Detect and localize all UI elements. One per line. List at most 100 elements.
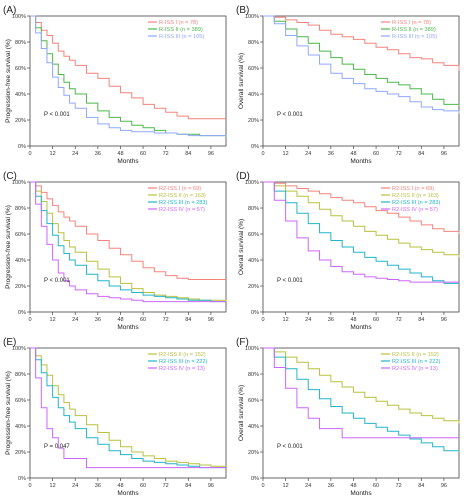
x-tick-label: 12 <box>50 317 56 323</box>
y-tick-label: 0% <box>251 310 259 316</box>
survival-curve <box>263 15 460 71</box>
y-axis-label: Overall survival (%) <box>238 53 245 109</box>
panel-label: (B) <box>236 5 249 16</box>
legend-entry: R2-ISS II (n = 163) <box>159 193 206 199</box>
survival-curve <box>263 181 460 258</box>
survival-curve <box>30 347 226 469</box>
x-axis-label: Months <box>117 158 139 165</box>
km-panel: (B) 0% 20% 40% 60% 80% 100% 0 12 24 36 48 60 72 84 96 Mo… <box>236 5 460 165</box>
p-value: P < 0.001 <box>277 112 303 118</box>
survival-curve <box>30 347 226 469</box>
x-tick-label: 0 <box>261 317 264 323</box>
legend-entry: R2-ISS II (n = 163) <box>392 193 439 199</box>
p-value: P < 0.001 <box>277 278 303 284</box>
x-tick-label: 96 <box>208 317 214 323</box>
legend-entry: R2-ISS III (n = 283) <box>159 200 207 206</box>
x-tick-label: 12 <box>50 151 56 157</box>
legend-entry: R-ISS I (n = 78) <box>159 20 198 26</box>
y-tick-label: 60% <box>248 66 259 72</box>
survival-curve <box>263 347 459 439</box>
x-tick-label: 24 <box>72 151 78 157</box>
x-tick-label: 60 <box>373 483 379 489</box>
x-tick-label: 96 <box>441 483 447 489</box>
x-tick-label: 48 <box>117 317 123 323</box>
y-tick-label: 80% <box>15 206 26 212</box>
x-tick-label: 36 <box>95 483 101 489</box>
y-tick-label: 80% <box>15 40 26 46</box>
survival-curve <box>30 15 226 137</box>
y-tick-label: 40% <box>248 92 259 98</box>
x-tick-label: 60 <box>373 317 379 323</box>
x-tick-label: 36 <box>328 483 334 489</box>
x-tick-label: 60 <box>373 151 379 157</box>
panel-label: (C) <box>3 171 17 182</box>
survival-curve <box>30 181 226 303</box>
y-tick-label: 40% <box>15 92 26 98</box>
x-tick-label: 48 <box>117 483 123 489</box>
y-axis-label: Progression-free survival (%) <box>5 39 12 123</box>
legend-entry: R2-ISS III (n = 222) <box>392 359 440 365</box>
y-tick-label: 0% <box>251 476 259 482</box>
x-tick-label: 84 <box>418 151 424 157</box>
p-value: P < 0.001 <box>44 278 70 284</box>
legend-entry: R-ISS I (n = 78) <box>392 20 431 26</box>
km-panel: (E) 0% 20% 40% 60% 80% 100% 0 12 24 36 48 60 72 84 96 Mo… <box>3 337 227 497</box>
x-axis-label: Months <box>350 490 372 497</box>
legend-entry: R2-ISS IV (n = 57) <box>159 207 205 213</box>
x-tick-label: 60 <box>140 151 146 157</box>
x-tick-label: 36 <box>95 317 101 323</box>
x-tick-label: 96 <box>208 151 214 157</box>
y-tick-label: 80% <box>248 372 259 378</box>
survival-curve <box>263 181 459 284</box>
plot-frame <box>262 15 460 147</box>
x-tick-label: 12 <box>283 151 289 157</box>
x-tick-label: 12 <box>50 483 56 489</box>
panel-label: (F) <box>236 337 249 348</box>
x-tick-label: 36 <box>95 151 101 157</box>
legend-entry: R2-ISS I (n = 69) <box>159 186 201 192</box>
x-tick-label: 36 <box>328 151 334 157</box>
y-tick-label: 0% <box>251 144 259 150</box>
y-tick-label: 100% <box>245 14 259 20</box>
y-tick-label: 0% <box>18 144 26 150</box>
x-tick-label: 0 <box>261 483 264 489</box>
y-tick-label: 40% <box>248 424 259 430</box>
legend-entry: R2-ISS IV (n = 13) <box>392 366 438 372</box>
y-tick-label: 80% <box>248 40 259 46</box>
x-tick-label: 48 <box>350 151 356 157</box>
panel-label: (E) <box>3 337 16 348</box>
x-tick-label: 24 <box>305 151 311 157</box>
legend-entry: R-ISS II (n = 389) <box>392 27 436 33</box>
x-axis-label: Months <box>350 324 372 331</box>
plot-frame <box>29 181 227 313</box>
panel-label: (D) <box>236 171 250 182</box>
y-tick-label: 60% <box>15 398 26 404</box>
x-axis-label: Months <box>117 490 139 497</box>
x-tick-label: 72 <box>163 483 169 489</box>
survival-curve <box>30 15 226 120</box>
legend-entry: R-ISS III (n = 105) <box>392 34 437 40</box>
survival-curve <box>30 181 226 280</box>
y-axis-label: Overall survival (%) <box>238 219 245 275</box>
p-value: P < 0.001 <box>277 444 303 450</box>
y-tick-label: 40% <box>15 424 26 430</box>
p-value: P < 0.001 <box>44 112 70 118</box>
y-tick-label: 100% <box>245 180 259 186</box>
x-tick-label: 36 <box>328 317 334 323</box>
legend-entry: R2-ISS I (n = 69) <box>392 186 434 192</box>
y-tick-label: 100% <box>12 180 26 186</box>
x-tick-label: 60 <box>140 483 146 489</box>
y-tick-label: 60% <box>15 66 26 72</box>
y-tick-label: 20% <box>15 284 26 290</box>
y-tick-label: 40% <box>248 258 259 264</box>
y-axis-label: Overall survival (%) <box>238 385 245 441</box>
x-tick-label: 72 <box>163 151 169 157</box>
x-tick-label: 48 <box>350 483 356 489</box>
survival-curve <box>30 181 227 302</box>
km-panel: (C) 0% 20% 40% 60% 80% 100% 0 12 24 36 48 60 72 84 96 Mo… <box>3 171 227 331</box>
p-value: P = 0.047 <box>44 444 70 450</box>
survival-curve <box>30 181 226 303</box>
x-tick-label: 48 <box>350 317 356 323</box>
x-tick-label: 96 <box>208 483 214 489</box>
legend-entry: R2-ISS III (n = 222) <box>159 359 207 365</box>
